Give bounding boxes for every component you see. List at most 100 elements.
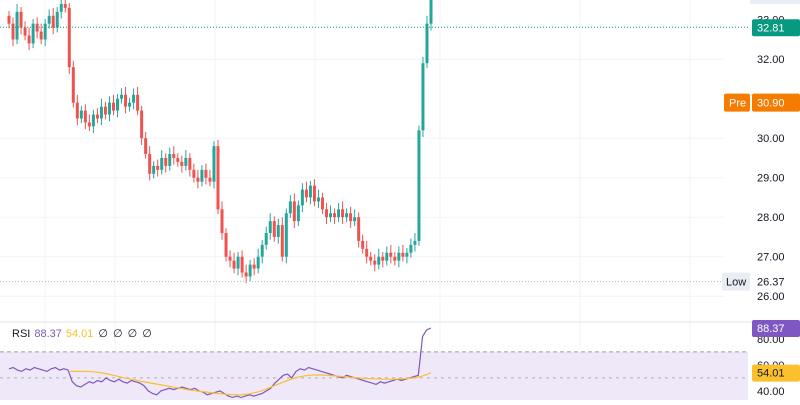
- candle-body: [252, 264, 256, 269]
- candle-body: [353, 217, 357, 222]
- candle-body: [220, 209, 224, 234]
- candle-body: [296, 205, 300, 222]
- candle-body: [280, 225, 284, 257]
- candle-body: [212, 146, 216, 182]
- candle-body: [27, 35, 31, 44]
- candle-body: [204, 169, 208, 178]
- candle-body: [405, 252, 409, 257]
- pre-price-label: 30.90: [757, 98, 785, 110]
- price-tick-label: 26.00: [757, 291, 785, 303]
- candle-body: [180, 161, 184, 166]
- rsi-value-label: 88.37: [757, 323, 785, 335]
- rsi-legend-empty-value: ∅: [113, 328, 123, 340]
- candle-body: [172, 154, 176, 158]
- rsi-ma-badge: [752, 364, 800, 382]
- rsi-legend-ma-value: 54.01: [66, 328, 94, 340]
- candle-body: [268, 221, 272, 234]
- candle-body: [312, 185, 316, 202]
- candle-body: [308, 185, 312, 198]
- candle-body: [200, 169, 204, 182]
- price-tick-label: 30.00: [757, 133, 785, 145]
- candle-body: [272, 221, 276, 237]
- rsi-legend: RSI 88.37 54.01 ∅ ∅ ∅ ∅: [12, 328, 152, 340]
- candle-body: [51, 15, 55, 28]
- candle-body: [79, 110, 83, 119]
- candle-body: [31, 23, 35, 44]
- candle-body: [417, 130, 421, 241]
- candle-body: [99, 106, 103, 119]
- pre-label-badge: [724, 93, 750, 112]
- rsi-ma-label: 54.01: [757, 368, 785, 380]
- candle-body: [397, 252, 401, 261]
- candle-body: [144, 138, 148, 155]
- candle-body: [71, 67, 75, 103]
- candle-body: [425, 23, 429, 64]
- price-tick-label: 29.00: [757, 173, 785, 185]
- candle-body: [393, 256, 397, 261]
- pre-label: Pre: [729, 98, 746, 110]
- rsi-legend-empty-value: ∅: [128, 328, 138, 340]
- candle-body: [188, 157, 192, 170]
- candle-body: [349, 213, 353, 222]
- rsi-band-fill: [0, 351, 748, 404]
- rsi-tick-label: 40.00: [757, 386, 785, 398]
- candle-body: [63, 3, 67, 8]
- candle-body: [333, 213, 337, 218]
- candle-body: [236, 256, 240, 269]
- candle-body: [19, 11, 23, 28]
- candle-body: [385, 252, 389, 261]
- candle-body: [276, 225, 280, 237]
- candle-body: [43, 23, 47, 40]
- candle-body: [124, 94, 128, 107]
- candle-body: [168, 154, 172, 166]
- rsi-legend-empty-value: ∅: [142, 328, 152, 340]
- partial-top-badge: [750, 0, 800, 4]
- candle-body: [83, 110, 87, 123]
- candle-body: [361, 240, 365, 249]
- candle-body: [55, 11, 59, 28]
- candle-body: [377, 256, 381, 265]
- candle-body: [260, 244, 264, 257]
- candle-body: [288, 201, 292, 214]
- candle-body: [184, 157, 188, 166]
- candle-body: [284, 213, 288, 257]
- candle-body: [196, 177, 200, 182]
- candle-body: [140, 110, 144, 139]
- candle-body: [292, 201, 296, 222]
- candle-body: [248, 264, 252, 277]
- rsi-legend-value: 88.37: [34, 328, 62, 340]
- candle-body: [401, 252, 405, 257]
- candle-body: [176, 157, 180, 162]
- candle-body: [304, 189, 308, 198]
- last-price-badge: [752, 19, 800, 37]
- candle-body: [136, 94, 140, 111]
- candle-body: [337, 209, 341, 218]
- candle-body: [329, 213, 333, 218]
- candle-body: [365, 248, 369, 257]
- candle-body: [59, 3, 63, 12]
- candle-body: [421, 63, 425, 131]
- candle-body: [409, 244, 413, 253]
- candle-body: [152, 165, 156, 174]
- candle-body: [256, 256, 260, 269]
- candle-body: [429, 0, 433, 24]
- pre-price-badge: [752, 93, 800, 112]
- candle-body: [208, 177, 212, 182]
- candle-body: [75, 102, 79, 119]
- candle-body: [325, 209, 329, 218]
- candle-body: [389, 252, 393, 257]
- candle-body: [316, 197, 320, 202]
- price-tick-label: 28.00: [757, 212, 785, 224]
- candle-body: [87, 122, 91, 127]
- low-label: Low: [726, 277, 746, 289]
- candle-body: [111, 102, 115, 111]
- candle-body: [120, 94, 124, 99]
- candle-body: [216, 146, 220, 210]
- candle-body: [35, 23, 39, 32]
- candle-body: [300, 189, 304, 206]
- rsi-line: [8, 327, 432, 399]
